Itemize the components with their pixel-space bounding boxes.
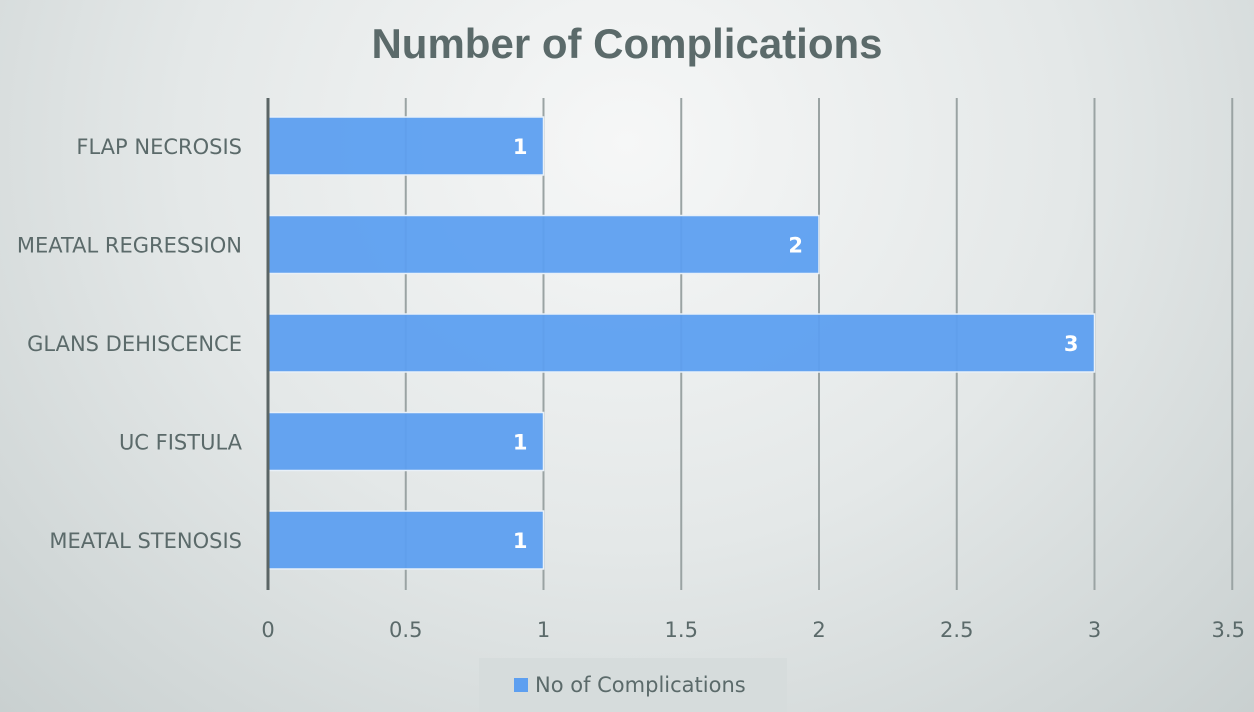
- x-tick-label: 3.5: [1212, 618, 1245, 642]
- bar: [267, 116, 545, 176]
- data-label: 1: [513, 135, 528, 159]
- category-label: UC FISTULA: [119, 431, 243, 455]
- x-tick-label: 0.5: [389, 618, 422, 642]
- data-label: 1: [513, 529, 528, 553]
- category-label: GLANS DEHISCENCE: [27, 332, 242, 356]
- category-label: FLAP NECROSIS: [76, 135, 242, 159]
- x-tick-label: 0: [261, 618, 274, 642]
- category-label: MEATAL REGRESSION: [17, 234, 242, 258]
- legend-box: [479, 658, 787, 712]
- chart-title: Number of Complications: [371, 20, 882, 67]
- x-tick-label: 2.5: [940, 618, 973, 642]
- data-label: 1: [513, 431, 528, 455]
- x-tick-label: 1.5: [665, 618, 698, 642]
- x-tick-label: 2: [812, 618, 825, 642]
- legend[interactable]: No of Complications: [479, 658, 787, 712]
- bar: [267, 214, 820, 275]
- x-tick-label: 1: [537, 618, 550, 642]
- data-label: 2: [788, 234, 803, 258]
- data-label: 3: [1064, 332, 1079, 356]
- category-label: MEATAL STENOSIS: [49, 529, 242, 553]
- x-tick-label: 3: [1088, 618, 1101, 642]
- bar: [267, 313, 1096, 373]
- bar: [267, 510, 545, 570]
- legend-swatch: [514, 678, 528, 692]
- legend-label: No of Complications: [535, 673, 746, 697]
- bar: [267, 411, 545, 472]
